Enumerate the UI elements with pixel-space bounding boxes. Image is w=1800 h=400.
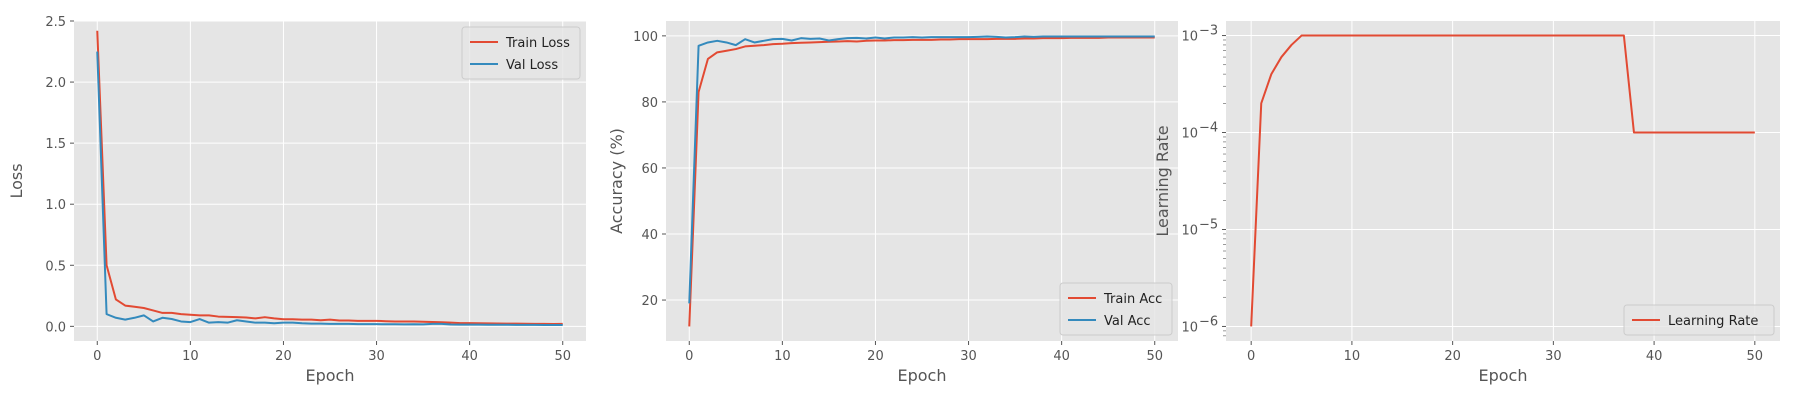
x-tick-label: 30 <box>960 349 977 364</box>
y-tick-exponent: −6 <box>1199 314 1218 329</box>
x-tick-label: 0 <box>93 349 101 364</box>
legend: Learning Rate <box>1623 304 1775 336</box>
legend-label: Train Acc <box>1103 292 1162 307</box>
legend: Train Acc Val Acc <box>1059 282 1173 336</box>
legend-box <box>1623 304 1775 336</box>
y-axis-label: Accuracy (%) <box>607 128 626 234</box>
x-tick-label: 40 <box>1053 349 1070 364</box>
y-tick-label: 2.5 <box>45 15 66 30</box>
legend-label: Val Loss <box>506 58 558 73</box>
y-tick-label: 1.0 <box>45 198 66 213</box>
y-axis-label: Learning Rate <box>1153 125 1172 236</box>
legend-label: Train Loss <box>505 36 570 51</box>
y-tick-label: 10 <box>1181 30 1198 45</box>
y-tick-label: 80 <box>641 96 658 111</box>
x-tick-label: 50 <box>554 349 571 364</box>
y-axis-label: Loss <box>7 163 26 198</box>
x-tick-label: 50 <box>1747 349 1764 364</box>
chart-panel-1: 0 10 20 30 40 50 0.0 0.5 1.0 1.5 2.0 2.5 Epoch Loss Tr… <box>7 15 586 385</box>
series-line-val-acc <box>688 35 1155 304</box>
x-tick-label: 20 <box>1444 349 1461 364</box>
y-tick-label: 10 <box>1181 127 1198 142</box>
legend: Train Loss Val Loss <box>461 26 581 80</box>
series-line-train-loss <box>96 30 563 326</box>
x-tick-label: 10 <box>182 349 199 364</box>
plot-area <box>1226 21 1780 341</box>
y-tick-label: 0.5 <box>45 259 66 274</box>
x-tick-label: 30 <box>1545 349 1562 364</box>
y-tick-label: 10 <box>1181 320 1198 335</box>
x-tick-label: 0 <box>685 349 693 364</box>
x-axis-label: Epoch <box>306 366 355 385</box>
y-tick-label: 100 <box>633 30 658 45</box>
x-axis-label: Epoch <box>898 366 947 385</box>
y-tick-exponent: −3 <box>1199 24 1218 39</box>
x-tick-label: 30 <box>368 349 385 364</box>
legend-label: Learning Rate <box>1668 314 1758 329</box>
series-line-train-acc <box>688 36 1155 327</box>
x-tick-label: 20 <box>867 349 884 364</box>
chart-panel-2: 0 10 20 30 40 50 20 40 60 80 100 Epoch Accuracy (%) T… <box>607 21 1178 385</box>
legend-label: Val Acc <box>1104 314 1151 329</box>
x-tick-label: 10 <box>774 349 791 364</box>
x-tick-label: 20 <box>275 349 292 364</box>
series-line-val-loss <box>96 51 563 326</box>
y-tick-exponent: −5 <box>1199 217 1218 232</box>
x-axis-label: Epoch <box>1479 366 1528 385</box>
x-tick-label: 40 <box>1646 349 1663 364</box>
legend-box <box>461 26 581 80</box>
x-tick-label: 0 <box>1247 349 1255 364</box>
y-tick-exponent: −4 <box>1199 121 1218 136</box>
y-tick-label: 1.5 <box>45 137 66 152</box>
y-tick-label: 2.0 <box>45 76 66 91</box>
x-tick-label: 40 <box>461 349 478 364</box>
y-tick-label: 0.0 <box>45 320 66 335</box>
y-tick-label: 20 <box>641 294 658 309</box>
y-tick-label: 40 <box>641 228 658 243</box>
legend-box <box>1059 282 1173 336</box>
y-tick-label: 10 <box>1181 223 1198 238</box>
y-tick-label: 60 <box>641 162 658 177</box>
x-tick-label: 50 <box>1146 349 1163 364</box>
series-line-learning-rate <box>1250 34 1755 327</box>
x-tick-label: 10 <box>1344 349 1361 364</box>
